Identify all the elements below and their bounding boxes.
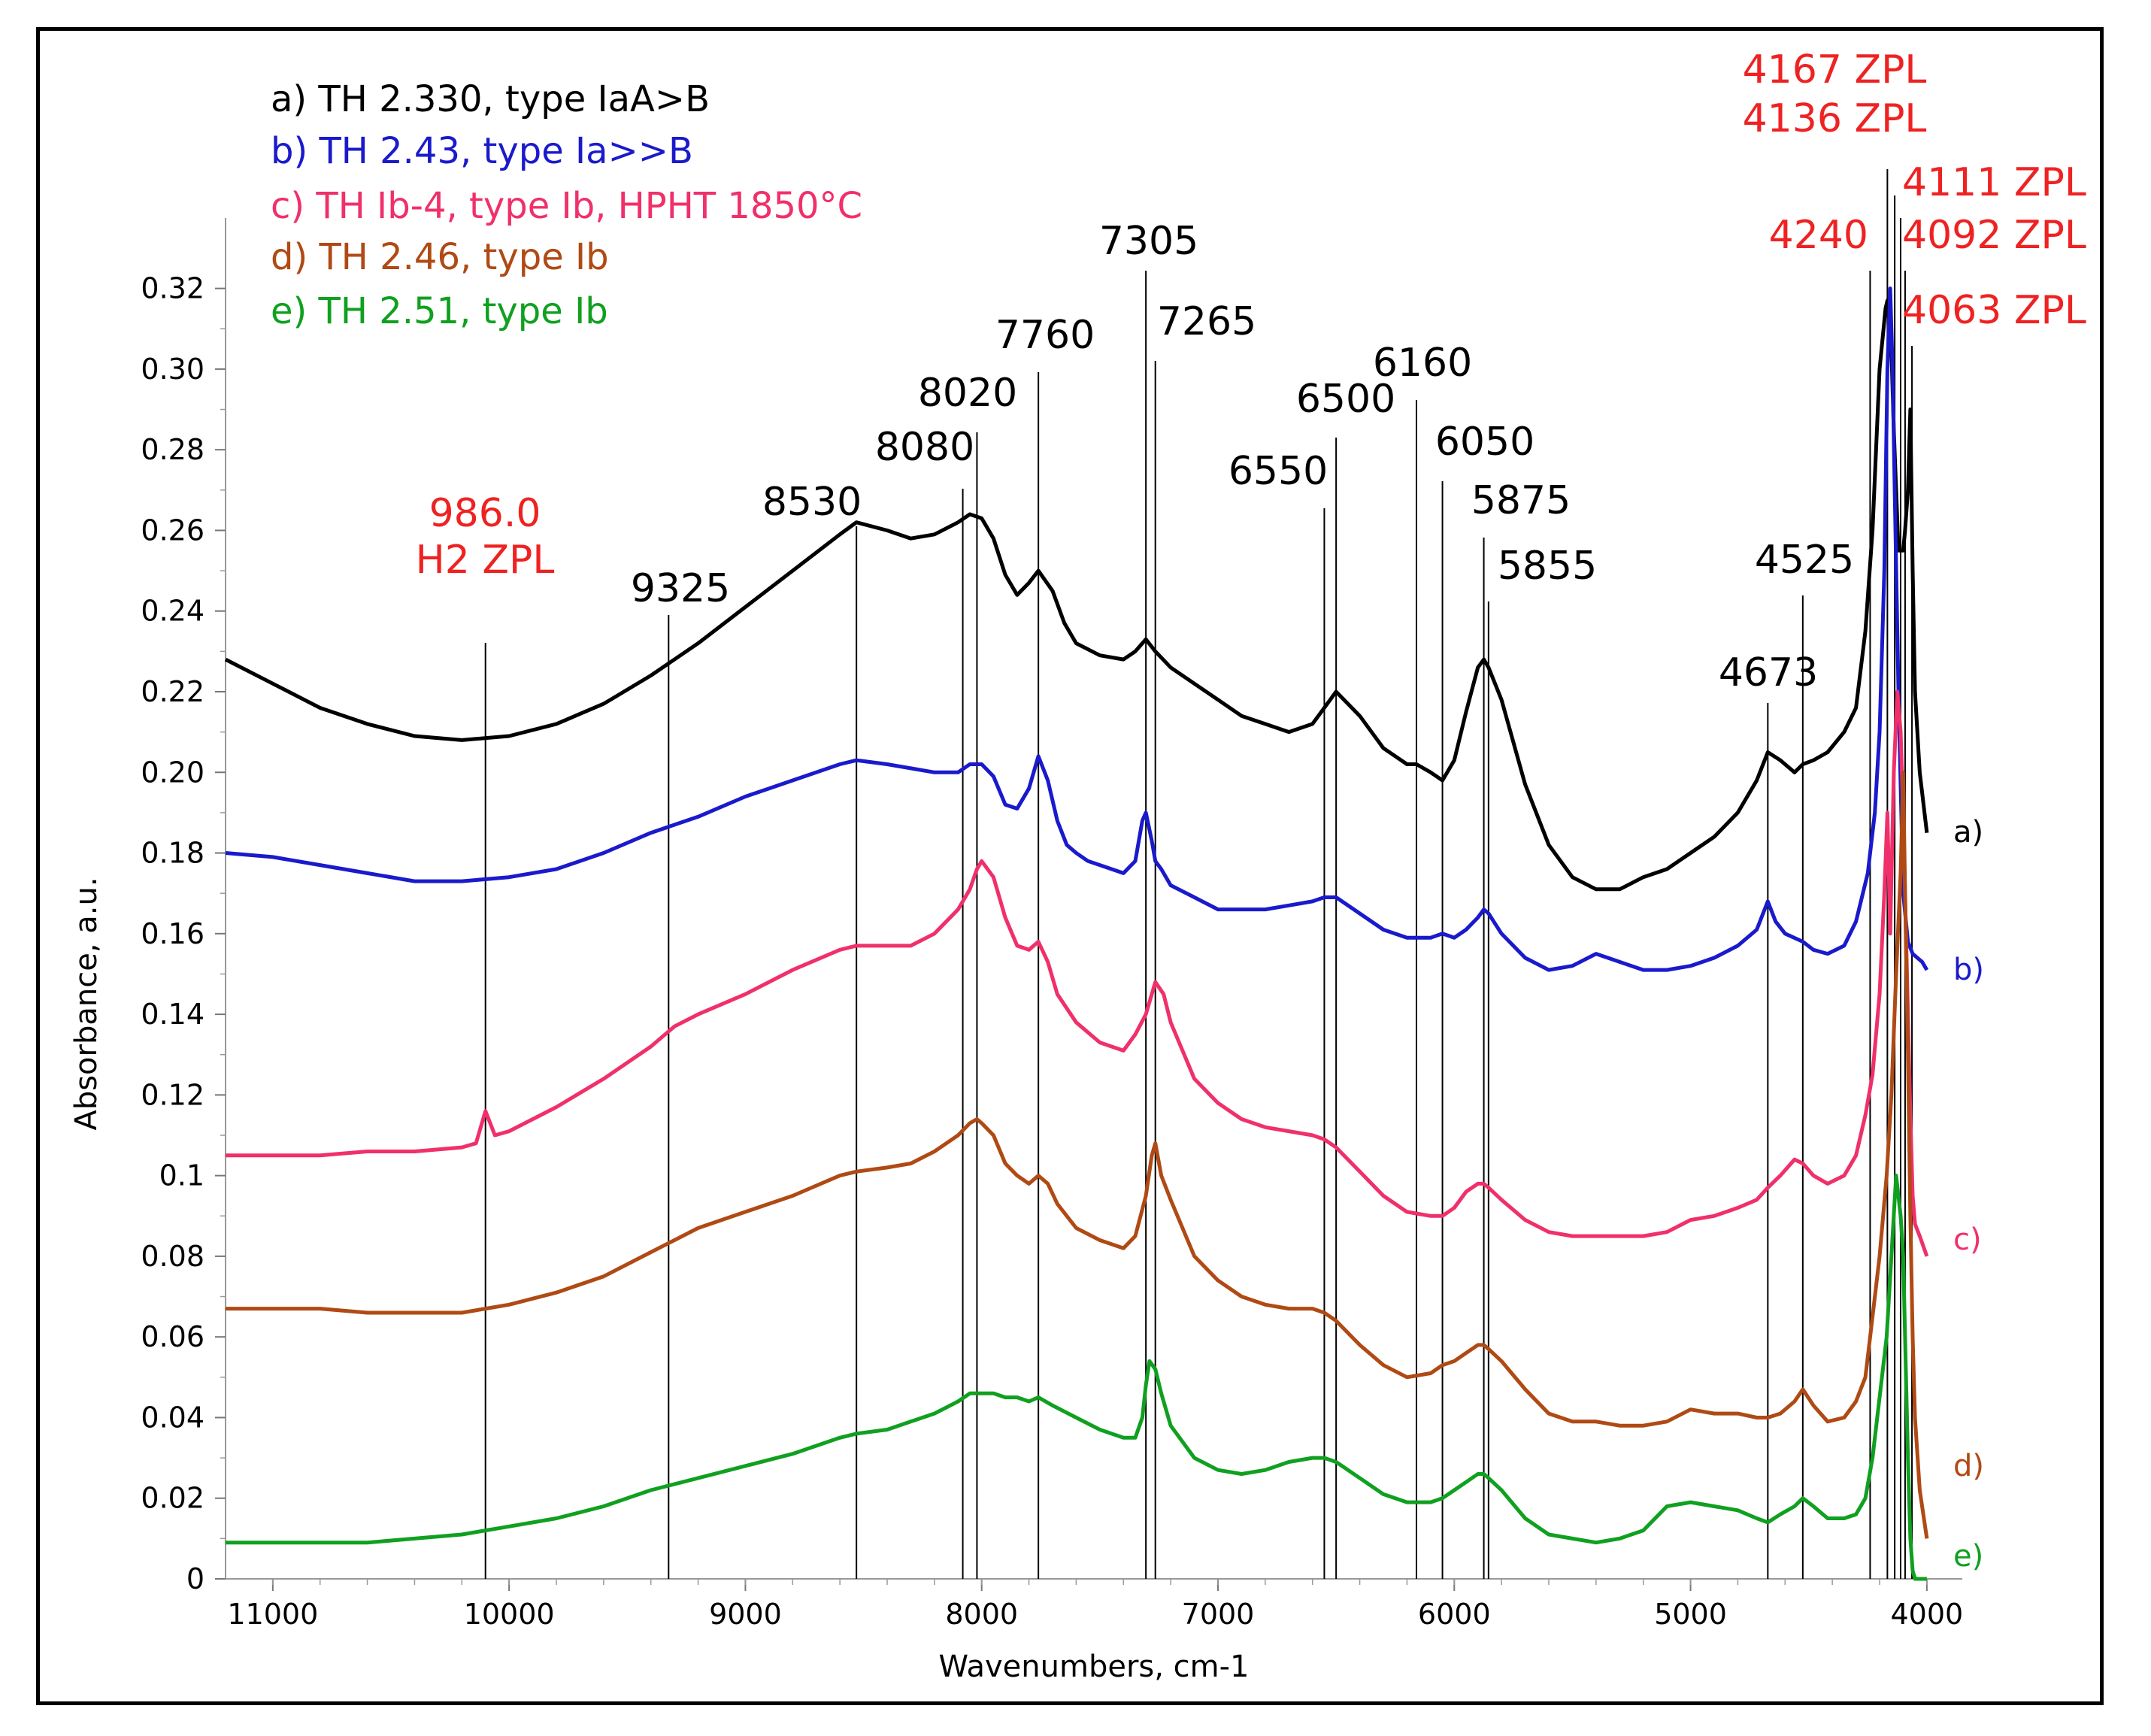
peak-label-6500: 6500 xyxy=(1296,377,1395,422)
legend-entry: e) TH 2.51, type Ib xyxy=(271,290,608,332)
y-tick-label: 0.14 xyxy=(141,998,204,1031)
y-tick-label: 0.24 xyxy=(141,595,204,628)
y-tick-label: 0.26 xyxy=(141,514,204,547)
x-tick-label: 11000 xyxy=(227,1598,318,1631)
x-axis-title: Wavenumbers, cm-1 xyxy=(938,1650,1249,1684)
y-tick-label: 0.06 xyxy=(141,1320,204,1353)
peak-label-8530: 8530 xyxy=(762,480,862,525)
peak-label-8020: 8020 xyxy=(918,371,1017,416)
x-tick-label: 10000 xyxy=(464,1598,555,1631)
x-tick-label: 5000 xyxy=(1654,1598,1727,1631)
x-tick-label: 8000 xyxy=(945,1598,1018,1631)
series-line-d xyxy=(226,770,1929,1539)
series-tag: e) xyxy=(1953,1539,1983,1574)
series-line-b xyxy=(225,286,1929,972)
series-line-e xyxy=(226,1174,1927,1581)
peak-label-4167: 4167 ZPL xyxy=(1743,47,1927,92)
y-tick-label: 0.20 xyxy=(141,756,204,789)
y-tick-label: 0.02 xyxy=(141,1482,204,1515)
series-tag: a) xyxy=(1953,815,1983,850)
peak-label-4525: 4525 xyxy=(1755,538,1854,583)
y-tick-label: 0.32 xyxy=(141,272,204,305)
peak-label-6550: 6550 xyxy=(1228,449,1328,494)
y-tick-label: 0.1 xyxy=(159,1159,204,1192)
peak-label-7760: 7760 xyxy=(995,313,1095,358)
peak-label-4063: 4063 ZPL xyxy=(1902,288,2086,333)
series-tag: b) xyxy=(1953,953,1984,987)
legend-entry: d) TH 2.46, type Ib xyxy=(271,236,609,278)
x-tick-label: 9000 xyxy=(709,1598,782,1631)
series-line-c xyxy=(226,689,1929,1257)
series-tag: c) xyxy=(1953,1222,1982,1257)
peak-label-4111: 4111 ZPL xyxy=(1902,160,2086,205)
peak-label-5875: 5875 xyxy=(1471,478,1571,523)
peak-label-7265: 7265 xyxy=(1157,299,1256,344)
y-tick-label: 0.18 xyxy=(141,837,204,870)
peak-label-9325: 9325 xyxy=(631,566,730,611)
y-tick-label: 0.04 xyxy=(141,1401,204,1434)
y-tick-label: 0.28 xyxy=(141,433,204,466)
peak-label-4240: 4240 xyxy=(1769,213,1868,258)
x-tick-label: 6000 xyxy=(1418,1598,1491,1631)
peak-label-6050: 6050 xyxy=(1435,420,1534,465)
series-tag: d) xyxy=(1953,1449,1984,1483)
peak-label-6160: 6160 xyxy=(1373,341,1472,386)
legend-entry: c) TH Ib-4, type Ib, HPHT 1850°C xyxy=(271,185,862,227)
peak-label-7305: 7305 xyxy=(1099,219,1198,264)
y-axis-title: Absorbance, a.u. xyxy=(69,877,104,1130)
peak-label-5855: 5855 xyxy=(1498,544,1597,589)
x-tick-label: 7000 xyxy=(1182,1598,1255,1631)
y-tick-label: 0.16 xyxy=(141,917,204,950)
peak-label-4673: 4673 xyxy=(1719,650,1818,695)
peak-label-10100: 986.0 H2 ZPL xyxy=(416,491,555,583)
y-tick-label: 0.12 xyxy=(141,1078,204,1111)
peak-label-4136: 4136 ZPL xyxy=(1743,96,1927,141)
x-tick-label: 4000 xyxy=(1890,1598,1963,1631)
y-tick-label: 0 xyxy=(186,1562,204,1595)
legend-entry: b) TH 2.43, type Ia>>B xyxy=(271,130,693,172)
y-tick-label: 0.30 xyxy=(141,353,204,386)
figure-frame xyxy=(36,27,2104,1705)
series-line-a xyxy=(224,298,1929,892)
peak-label-8080: 8080 xyxy=(875,425,974,470)
legend-entry: a) TH 2.330, type IaA>B xyxy=(271,78,710,120)
peak-label-4092: 4092 ZPL xyxy=(1902,213,2086,258)
y-tick-label: 0.08 xyxy=(141,1240,204,1273)
y-tick-label: 0.22 xyxy=(141,675,204,708)
